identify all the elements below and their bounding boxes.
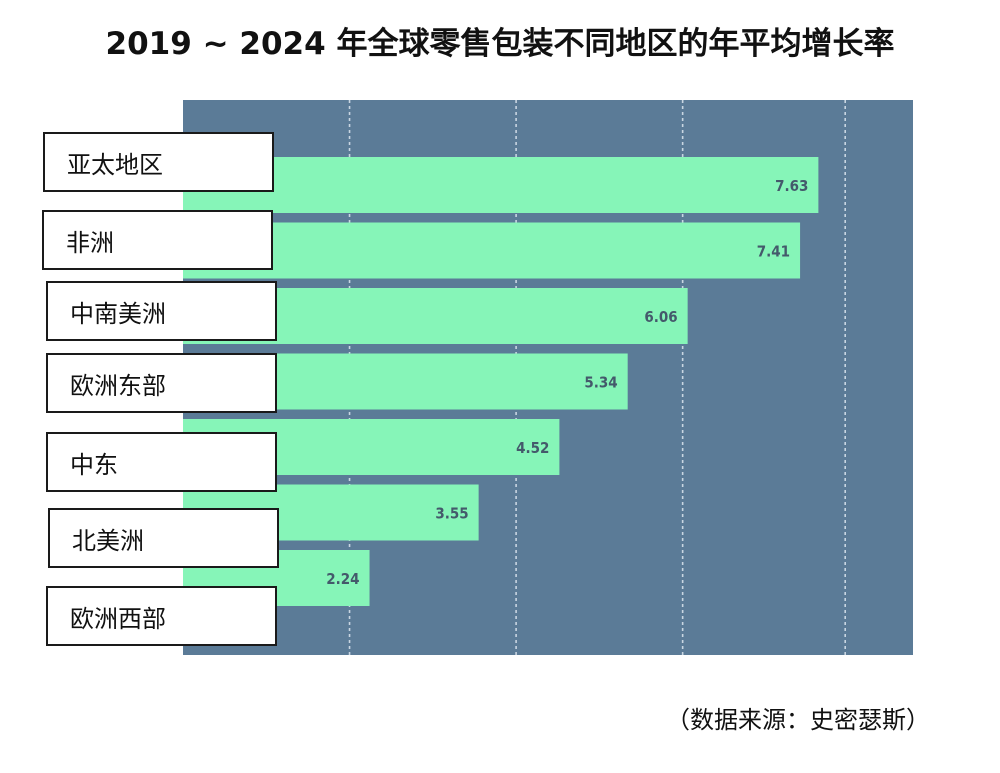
category-label-0: 亚太地区 bbox=[43, 132, 274, 192]
source-note: （数据来源：史密瑟斯） bbox=[666, 706, 930, 734]
chart-title: 2019 ~ 2024 年全球零售包装不同地区的年平均增长率 bbox=[105, 26, 895, 62]
bar-1 bbox=[183, 222, 801, 279]
value-label-3: 5.34 bbox=[584, 374, 617, 392]
value-label-5: 3.55 bbox=[435, 505, 468, 523]
value-label-2: 6.06 bbox=[644, 308, 677, 326]
category-label-6: 欧洲西部 bbox=[46, 586, 277, 646]
value-label-1: 7.41 bbox=[757, 243, 790, 261]
category-label-5: 北美洲 bbox=[48, 508, 279, 568]
category-label-3: 欧洲东部 bbox=[46, 353, 277, 413]
value-label-4: 4.52 bbox=[516, 439, 549, 457]
category-label-2: 中南美洲 bbox=[46, 281, 277, 341]
category-label-1: 非洲 bbox=[42, 210, 273, 270]
category-label-4: 中东 bbox=[46, 432, 277, 492]
bar-0 bbox=[183, 157, 819, 213]
value-label-0: 7.63 bbox=[775, 177, 808, 195]
value-label-6: 2.24 bbox=[326, 570, 359, 588]
